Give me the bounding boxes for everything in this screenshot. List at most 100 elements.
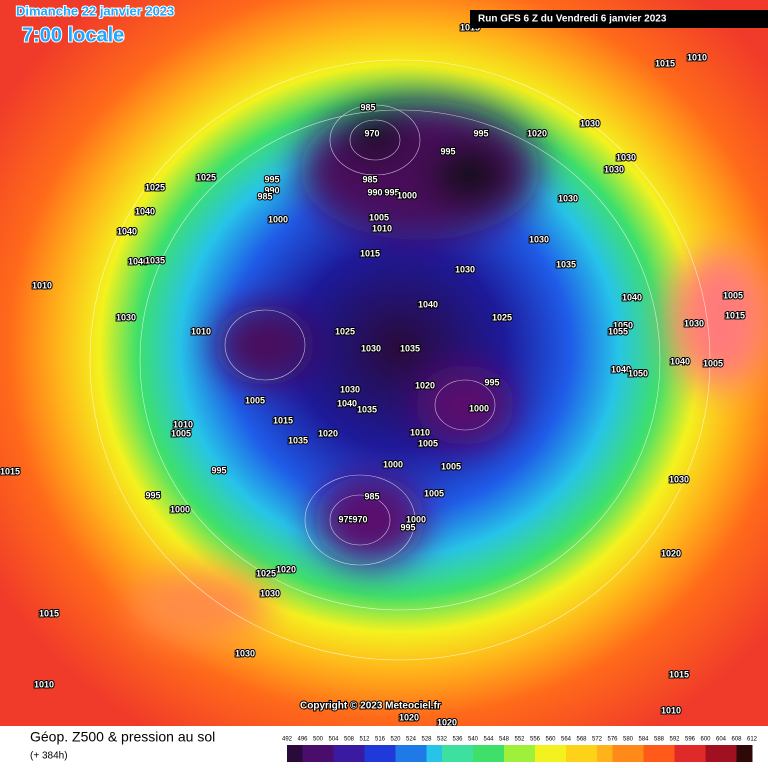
pressure-label: 1005 bbox=[723, 290, 743, 300]
colorbar-tick-label: 508 bbox=[344, 737, 355, 743]
pressure-label: 1035 bbox=[357, 404, 377, 414]
pressure-label: 1015 bbox=[39, 608, 59, 618]
colorbar-tick-label: 600 bbox=[700, 737, 711, 743]
colorbar-tick-label: 520 bbox=[390, 737, 401, 743]
pressure-label: 1000 bbox=[397, 190, 417, 200]
pressure-label: 1025 bbox=[335, 326, 355, 336]
colorbar-tick-label: 576 bbox=[607, 737, 618, 743]
colorbar-swatch bbox=[380, 745, 396, 762]
pressure-label: 1050 bbox=[613, 320, 633, 330]
pressure-label: 1010 bbox=[661, 705, 681, 715]
pressure-label: 1030 bbox=[604, 164, 624, 174]
pressure-label: 1000 bbox=[170, 504, 190, 514]
pressure-label: 1030 bbox=[616, 152, 636, 162]
footer-title: Géop. Z500 & pression au sol bbox=[30, 729, 215, 745]
pressure-label: 1005 bbox=[245, 395, 265, 405]
colorbar-tick-label: 560 bbox=[545, 737, 556, 743]
pressure-label: 1015 bbox=[655, 58, 675, 68]
time: 7:00 locale bbox=[22, 24, 124, 46]
pressure-label: 1025 bbox=[196, 172, 216, 182]
colorbar-tick-label: 500 bbox=[313, 737, 324, 743]
colorbar-tick-label: 608 bbox=[731, 737, 742, 743]
colorbar-swatch bbox=[643, 745, 660, 762]
pressure-label: 1015 bbox=[669, 669, 689, 679]
pressure-label: 1025 bbox=[492, 312, 512, 322]
pressure-label: 1005 bbox=[703, 358, 723, 368]
colorbar-swatch bbox=[721, 745, 737, 762]
colorbar-tick-label: 584 bbox=[638, 737, 649, 743]
pressure-label: 1020 bbox=[661, 548, 681, 558]
colorbar-tick-label: 516 bbox=[375, 737, 386, 743]
pressure-label: 995 bbox=[484, 377, 499, 387]
pressure-label: 1020 bbox=[415, 380, 435, 390]
pressure-label: 1030 bbox=[684, 318, 704, 328]
pressure-label: 1010 bbox=[687, 52, 707, 62]
colorbar-tick-label: 592 bbox=[669, 737, 680, 743]
colorbar-tick-label: 524 bbox=[406, 737, 417, 743]
pressure-label: 1035 bbox=[400, 343, 420, 353]
colorbar-tick-label: 564 bbox=[561, 737, 572, 743]
pressure-label: 1040 bbox=[117, 226, 137, 236]
pressure-label: 995 bbox=[145, 490, 160, 500]
colorbar-swatch bbox=[566, 745, 582, 762]
pressure-label: 990 bbox=[367, 187, 382, 197]
pressure-label: 1005 bbox=[369, 212, 389, 222]
pressure-label: 985 bbox=[362, 174, 377, 184]
colorbar-tick-label: 540 bbox=[468, 737, 479, 743]
pressure-label: 1020 bbox=[318, 428, 338, 438]
colorbar-swatch bbox=[287, 745, 303, 762]
colorbar-swatch bbox=[736, 745, 753, 762]
colorbar-tick-label: 496 bbox=[297, 737, 308, 743]
colorbar-swatch bbox=[705, 745, 722, 762]
pressure-label: 1030 bbox=[361, 343, 381, 353]
pressure-label: 1055 bbox=[608, 326, 628, 336]
pressure-label: 1005 bbox=[171, 428, 191, 438]
colorbar-swatch bbox=[302, 745, 319, 762]
colorbar-swatch bbox=[659, 745, 675, 762]
pressure-label: 975 bbox=[338, 514, 353, 524]
run-info: Run GFS 6 Z du Vendredi 6 janvier 2023 bbox=[478, 14, 667, 25]
pressure-label: 985 bbox=[360, 102, 375, 112]
colorbar-tick-label: 544 bbox=[483, 737, 494, 743]
pressure-label: 1035 bbox=[556, 259, 576, 269]
lows bbox=[130, 100, 768, 640]
pressure-label: 1015 bbox=[360, 248, 380, 258]
colorbar-swatch bbox=[318, 745, 334, 762]
pressure-label: 1020 bbox=[437, 717, 457, 727]
pressure-label: 1020 bbox=[399, 712, 419, 722]
pressure-label: 1010 bbox=[34, 679, 54, 689]
pressure-label: 970 bbox=[352, 514, 367, 524]
colorbar-swatch bbox=[612, 745, 629, 762]
pressure-label: 1030 bbox=[455, 264, 475, 274]
colorbar-tick-label: 528 bbox=[421, 737, 432, 743]
pressure-label: 1010 bbox=[191, 326, 211, 336]
colorbar-swatch bbox=[457, 745, 474, 762]
pressure-label: 1010 bbox=[410, 427, 430, 437]
pressure-label: 995 bbox=[440, 146, 455, 156]
pressure-label: 1020 bbox=[276, 564, 296, 574]
colorbar-swatch bbox=[395, 745, 412, 762]
pressure-label: 1010 bbox=[173, 419, 193, 429]
colorbar-swatch bbox=[628, 745, 644, 762]
colorbar-swatch bbox=[473, 745, 489, 762]
colorbar-swatch bbox=[519, 745, 536, 762]
pressure-label: 1030 bbox=[580, 118, 600, 128]
pressure-label: 985 bbox=[364, 491, 379, 501]
isobars bbox=[89, 59, 711, 661]
pressure-label: 995 bbox=[473, 128, 488, 138]
colorbar-swatch bbox=[333, 745, 350, 762]
pressure-label: 1040 bbox=[337, 398, 357, 408]
pressure-label: 1025 bbox=[256, 568, 276, 578]
pressure-label: 1050 bbox=[628, 368, 648, 378]
lead-time: (+ 384h) bbox=[30, 751, 68, 762]
pressure-label: 1030 bbox=[669, 474, 689, 484]
colorbar-swatch bbox=[364, 745, 381, 762]
run-box bbox=[470, 10, 768, 28]
colorbar-swatch bbox=[426, 745, 443, 762]
pressure-label: 1005 bbox=[418, 438, 438, 448]
pressure-label: 1015 bbox=[0, 466, 20, 476]
pressure-label: 1030 bbox=[235, 648, 255, 658]
colorbar-tick-label: 532 bbox=[437, 737, 448, 743]
